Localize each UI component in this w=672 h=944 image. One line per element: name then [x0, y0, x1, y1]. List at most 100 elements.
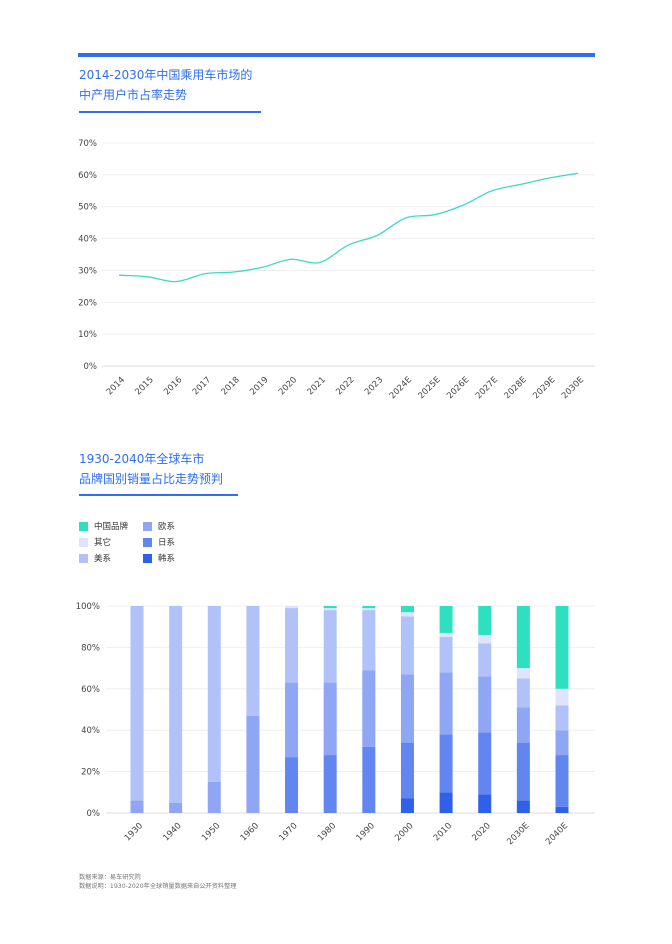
bar-segment [362, 606, 376, 609]
line-chart-y-tick-label: 10% [78, 330, 97, 340]
bar-segment [516, 800, 530, 813]
bar-segment [439, 734, 453, 793]
bar-segment [478, 794, 492, 813]
bar-segment [285, 757, 299, 813]
footnote-note: 数据说明：1930-2020年全球销量数据来自公开资料整理 [79, 882, 237, 890]
bar-segment [439, 672, 453, 735]
line-chart-title-underline [79, 111, 261, 113]
bar-chart-x-tick-label: 2010 [432, 821, 454, 843]
legend-swatch [143, 521, 152, 531]
bar-chart-y-tick-label: 0% [87, 809, 101, 819]
bar-segment [362, 670, 376, 747]
bar-segment [169, 802, 183, 813]
bar-segment [555, 688, 569, 706]
bar-chart-x-tick-label: 2020 [470, 821, 492, 843]
bar-segment [555, 730, 569, 756]
bar-chart-x-tick-label: 1990 [355, 821, 377, 843]
bar-segment [439, 637, 453, 673]
bar-chart-x-tick-label: 2040E [544, 821, 570, 847]
bar-segment [400, 606, 414, 613]
legend-item: 其它 [79, 536, 111, 548]
bar-chart-x-tick-label: 1970 [277, 821, 299, 843]
bar-segment [246, 715, 260, 813]
legend-label: 日系 [158, 538, 176, 548]
bar-chart-y-tick-label: 40% [81, 726, 100, 736]
bar-segment [285, 606, 299, 609]
line-chart-y-tick-label: 30% [78, 266, 97, 276]
bar-segment [400, 612, 414, 617]
line-chart-y-tick-label: 20% [78, 298, 97, 308]
bar-segment [516, 742, 530, 801]
bar-segment [400, 742, 414, 799]
bar-segment [439, 606, 453, 633]
bar-segment [323, 755, 337, 813]
bar-chart-x-tick-label: 2030E [505, 821, 531, 847]
bar-segment [516, 678, 530, 708]
line-chart-y-tick-label: 50% [78, 203, 97, 213]
line-chart-title-line1: 2014-2030年中国乘用车市场的 [79, 68, 253, 82]
bar-chart-x-tick-label: 2000 [393, 821, 415, 843]
bar-segment [323, 610, 337, 683]
legend-swatch [143, 537, 152, 547]
line-chart-y-tick-label: 0% [84, 362, 98, 372]
bar-chart-x-tick-label: 1940 [161, 821, 183, 843]
bar-segment [362, 746, 376, 813]
bar-chart-y-tick-label: 60% [81, 685, 100, 695]
bar-segment [285, 682, 299, 758]
line-chart-title-line2: 中产用户市占率走势 [79, 88, 188, 102]
legend-swatch [79, 521, 88, 531]
legend-item: 美系 [79, 552, 111, 564]
bar-segment [516, 668, 530, 679]
legend-item: 中国品牌 [79, 520, 128, 532]
bar-segment [555, 806, 569, 813]
bar-segment [362, 610, 376, 671]
bar-segment [439, 792, 453, 813]
bar-segment [323, 682, 337, 756]
bar-chart-x-tick-label: 1980 [316, 821, 338, 843]
bar-chart-title-line2: 品牌国别销量占比走势预判 [79, 472, 224, 486]
bar-chart-x-tick-label: 1960 [239, 821, 261, 843]
legend-swatch [79, 553, 88, 563]
legend-label: 韩系 [158, 554, 176, 564]
bar-chart-y-tick-label: 20% [81, 768, 100, 778]
legend-item: 日系 [143, 536, 175, 548]
bar-segment [207, 606, 221, 782]
legend-label: 中国品牌 [94, 522, 129, 532]
bar-segment [207, 781, 221, 813]
bar-segment [285, 608, 299, 683]
legend-label: 欧系 [158, 522, 176, 532]
bar-segment [246, 606, 260, 716]
legend-item: 韩系 [143, 552, 175, 564]
bar-segment [130, 800, 144, 813]
legend-item: 欧系 [143, 520, 175, 532]
bar-segment [555, 755, 569, 807]
bar-segment [478, 634, 492, 644]
bar-segment [362, 608, 376, 611]
legend-swatch [79, 537, 88, 547]
bar-segment [169, 606, 183, 803]
bar-segment [478, 732, 492, 795]
line-chart-y-tick-label: 60% [78, 171, 97, 181]
bar-segment [478, 676, 492, 733]
bar-segment [439, 632, 453, 638]
bar-chart-y-tick-label: 80% [81, 643, 100, 653]
footnote-source: 数据来源：易车研究院 [79, 874, 141, 881]
bar-segment [516, 707, 530, 743]
bar-segment [400, 616, 414, 675]
bar-segment [323, 606, 337, 609]
bar-chart-title-line1: 1930-2040年全球车市 [79, 452, 205, 466]
legend-label: 美系 [94, 554, 112, 564]
line-chart-title: 2014-2030年中国乘用车市场的 中产用户市占率走势 [79, 65, 252, 105]
bar-segment [516, 606, 530, 669]
bar-segment [555, 705, 569, 731]
line-chart-y-tick-label: 70% [78, 139, 97, 149]
bar-segment [478, 643, 492, 677]
bar-segment [400, 674, 414, 743]
bar-chart-y-tick-label: 100% [76, 602, 100, 612]
legend-swatch [143, 553, 152, 563]
line-chart-y-tick-label: 40% [78, 235, 97, 245]
bar-segment [323, 608, 337, 611]
bar-chart-title: 1930-2040年全球车市 品牌国别销量占比走势预判 [79, 449, 223, 489]
